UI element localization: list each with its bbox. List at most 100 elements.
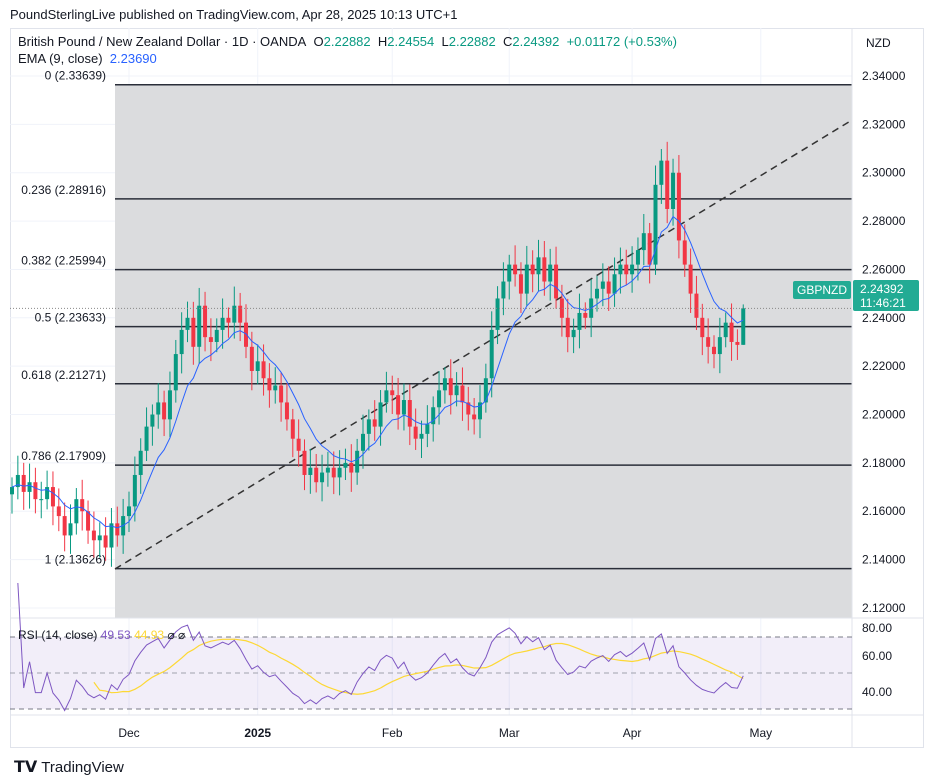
candle-body [390, 390, 395, 396]
candle-body [548, 264, 553, 282]
candle-body [162, 402, 167, 420]
fib-level-label: 1 (2.13626) [45, 553, 106, 567]
price-tag: GBPNZD 2.24392 11:46:21 [793, 280, 919, 311]
candle-body [431, 407, 436, 425]
open-value: 2.22882 [323, 34, 371, 49]
currency-label[interactable]: NZD [866, 36, 891, 50]
candle-body [109, 523, 114, 548]
candle-body [167, 390, 172, 420]
candle-body [565, 317, 570, 338]
candle-body [290, 419, 295, 439]
fib-level-label: 0.618 (2.21271) [21, 368, 106, 382]
last-price: 2.24392 [860, 282, 904, 296]
candle-body [425, 424, 430, 434]
candle-body [197, 305, 202, 347]
candle-body [419, 433, 424, 439]
candle-body [542, 257, 547, 282]
candle-body [501, 281, 506, 299]
candle-body [489, 329, 494, 379]
y-tick-label: 2.30000 [862, 166, 906, 180]
chart-legend: British Pound / New Zealand Dollar · 1D … [18, 34, 677, 66]
candle-body [536, 257, 541, 275]
candle-body [45, 487, 50, 500]
tradingview-logo[interactable]: 𝗧𝗩 TradingView [14, 757, 124, 777]
candle-body [694, 293, 699, 318]
candle-body [314, 467, 319, 483]
y-tick-label: 2.18000 [862, 456, 906, 470]
candle-body [577, 312, 582, 330]
candle-body [647, 233, 652, 265]
published-caption: PoundSterlingLive published on TradingVi… [10, 7, 458, 22]
candle-body [612, 274, 617, 294]
brand-name: TradingView [41, 758, 124, 776]
candle-body [238, 305, 243, 323]
x-tick-label: Dec [118, 726, 139, 740]
ema-label[interactable]: EMA (9, close) [18, 51, 103, 66]
candle-body [700, 317, 705, 338]
candle-body [249, 346, 254, 371]
candle-body [483, 378, 488, 403]
ema-value: 2.23690 [109, 51, 157, 66]
candle-body [325, 467, 330, 473]
candle-body [91, 530, 96, 541]
time-axis: Dec 2025 Feb Mar Apr May [118, 726, 772, 740]
candle-body [80, 499, 85, 512]
candle-body [530, 264, 535, 275]
candle-body [688, 264, 693, 294]
y-tick-label: 2.26000 [862, 262, 906, 276]
candle-body [156, 402, 161, 415]
candle-body [653, 184, 658, 265]
price-axis: 2.34000 2.32000 2.30000 2.28000 2.26000 2.240… [862, 69, 906, 615]
fib-zone [115, 85, 852, 618]
candle-body [396, 395, 401, 415]
candle-body [401, 400, 406, 415]
fib-level-label: 0.5 (2.23633) [35, 311, 106, 325]
candle-body [337, 467, 342, 478]
y-tick-label: 2.16000 [862, 504, 906, 518]
candle-body [68, 523, 73, 536]
x-tick-label: Mar [499, 726, 520, 740]
candle-body [630, 264, 635, 275]
candle-body [296, 438, 301, 451]
candle-body [220, 317, 225, 330]
candle-body [384, 390, 389, 403]
candle-body [554, 264, 559, 299]
candle-body [524, 264, 529, 294]
x-tick-label: Feb [382, 726, 403, 740]
candle-body [21, 474, 26, 492]
candle-body [735, 341, 740, 345]
candle-body [448, 378, 453, 396]
candle-body [56, 506, 61, 517]
candle-body [150, 414, 155, 427]
candle-body [27, 482, 32, 492]
candle-body [302, 450, 307, 475]
y-tick-label: 2.32000 [862, 117, 906, 131]
candle-body [518, 274, 523, 294]
symbol-title[interactable]: British Pound / New Zealand Dollar · 1D … [18, 34, 307, 49]
candle-body [132, 474, 137, 507]
candle-body [682, 240, 687, 265]
candle-body [378, 402, 383, 427]
logo-icon: 𝗧𝗩 [14, 759, 38, 776]
candle-body [255, 361, 260, 371]
high-value: 2.24554 [387, 34, 435, 49]
y-tick-label: 2.20000 [862, 408, 906, 422]
candle-body [665, 160, 670, 209]
candles [10, 141, 746, 567]
x-tick-label: May [749, 726, 772, 740]
rsi-tick: 60.00 [862, 649, 892, 663]
y-tick-label: 2.14000 [862, 553, 906, 567]
y-tick-label: 2.12000 [862, 601, 906, 615]
candle-body [127, 506, 131, 517]
candle-body [39, 499, 44, 501]
candle-body [407, 400, 412, 427]
candle-body [513, 264, 518, 275]
change-value: +0.01172 (+0.53%) [566, 34, 677, 49]
y-tick-label: 2.28000 [862, 214, 906, 228]
x-tick-label: 2025 [244, 726, 271, 740]
candle-body [466, 402, 471, 415]
candle-body [214, 329, 219, 342]
fib-level-label: 0 (2.33639) [45, 69, 106, 83]
y-tick-label: 2.24000 [862, 311, 906, 325]
